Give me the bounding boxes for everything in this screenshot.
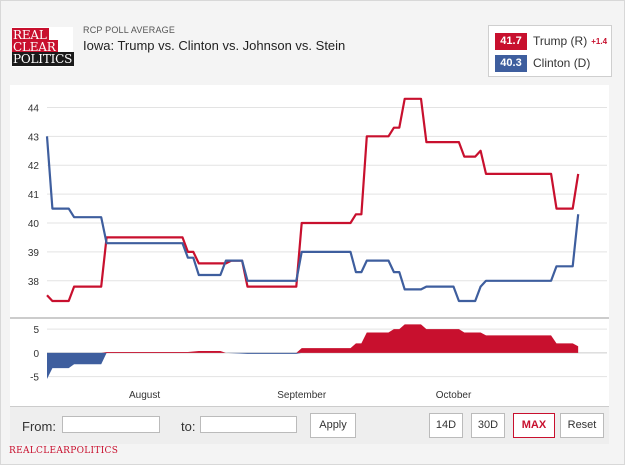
legend-row-clinton: 40.3 Clinton (D) <box>495 53 590 73</box>
chart-title: Iowa: Trump vs. Clinton vs. Johnson vs. … <box>83 38 346 53</box>
series-line-trump <box>46 97 580 303</box>
legend-row-trump: 41.7 Trump (R) +1.4 <box>495 31 607 51</box>
spread-y-tick-label: -5 <box>30 373 39 384</box>
main-y-tick-label: 40 <box>28 219 40 230</box>
main-y-tick-label: 43 <box>28 132 40 143</box>
legend-trump-spread: +1.4 <box>591 36 608 46</box>
chart-subtitle: RCP POLL AVERAGE <box>83 25 176 35</box>
spread-area-clinton <box>47 352 579 379</box>
from-date-input[interactable] <box>62 416 160 433</box>
range-14d-button[interactable]: 14D <box>429 413 463 438</box>
chart-plot-background <box>10 85 609 409</box>
series-line-clinton <box>45 136 580 303</box>
to-label: to: <box>181 419 196 434</box>
main-y-tick-label: 38 <box>28 277 40 288</box>
main-y-tick-label: 42 <box>28 161 40 172</box>
legend-trump-value: 41.7 <box>495 32 527 50</box>
range-toolbar: From: to: Apply 14D 30D MAX Reset <box>10 406 609 444</box>
range-30d-button[interactable]: 30D <box>471 413 505 438</box>
x-tick-label: September <box>277 390 327 401</box>
footer-brand[interactable]: REALCLEARPOLITICS <box>9 446 119 456</box>
x-tick-label: August <box>129 390 160 401</box>
main-y-tick-label: 44 <box>28 103 40 114</box>
spread-y-tick-label: 5 <box>33 325 39 336</box>
legend: 41.7 Trump (R) +1.4 40.3 Clinton (D) <box>488 25 612 77</box>
logo-line-3: POLITICS <box>12 52 75 66</box>
spread-area-trump <box>47 324 579 353</box>
rcp-logo[interactable]: REAL CLEAR POLITICS <box>12 27 75 67</box>
logo-line-2: CLEAR <box>12 40 58 54</box>
legend-clinton-name: Clinton (D) <box>533 56 591 70</box>
range-max-button[interactable]: MAX <box>513 413 555 438</box>
x-tick-label: October <box>436 390 472 401</box>
logo-line-1: REAL <box>12 28 49 42</box>
legend-clinton-value: 40.3 <box>495 54 527 72</box>
spread-y-tick-label: 0 <box>33 349 39 360</box>
apply-button[interactable]: Apply <box>310 413 356 438</box>
from-label: From: <box>22 419 56 434</box>
reset-button[interactable]: Reset <box>560 413 604 438</box>
legend-trump-name: Trump (R) <box>533 34 588 48</box>
main-y-tick-label: 39 <box>28 248 40 259</box>
to-date-input[interactable] <box>200 416 297 433</box>
main-y-tick-label: 41 <box>28 190 40 201</box>
